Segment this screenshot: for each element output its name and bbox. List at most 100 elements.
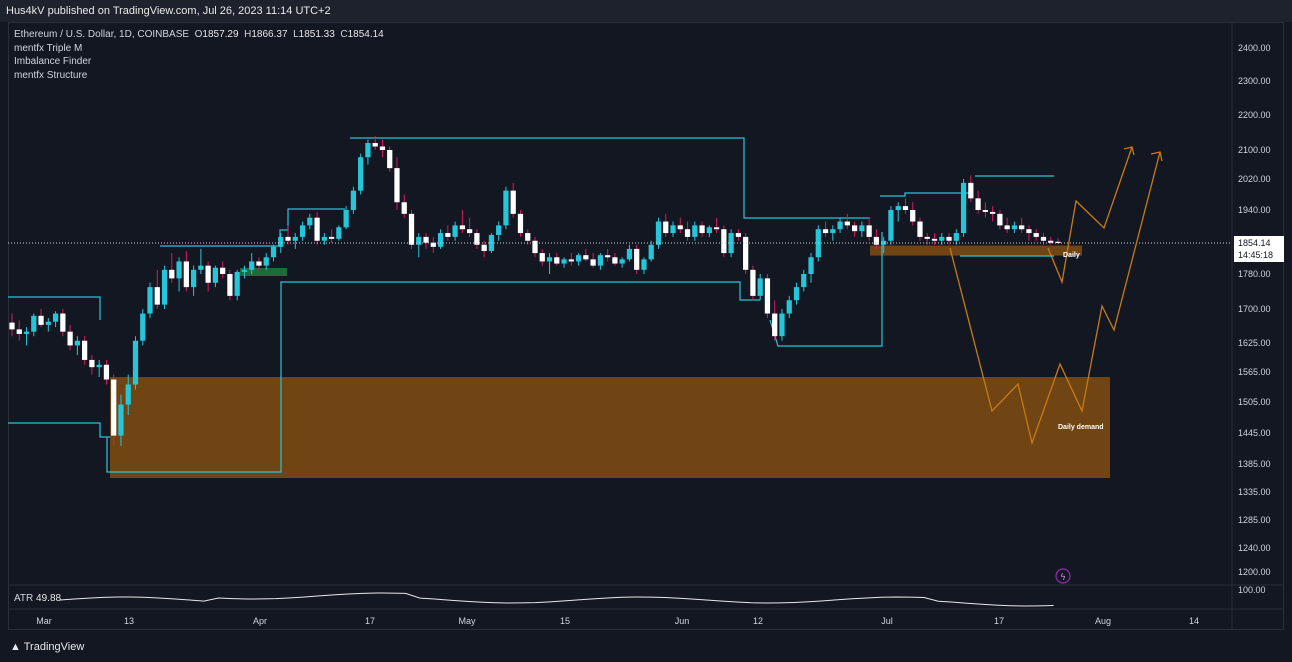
daily-demand-label: Daily demand [1058,424,1104,431]
top-bar: Hus4kV published on TradingView.com, Jul… [0,0,1292,22]
candle-body [931,238,938,241]
open-label: O [194,29,203,40]
candle-body [612,257,618,264]
candle-body [568,259,574,262]
last-price-label: 1854.14 [1238,238,1271,248]
candle-body [336,227,342,239]
candle-body [1048,240,1054,243]
x-tick-label: 17 [994,616,1004,626]
indicator-triple-m[interactable]: mentfx Triple M [14,42,83,54]
candle-body [125,384,131,405]
candle-body [953,233,959,241]
x-tick-label: Apr [253,616,267,626]
candle-body [379,146,386,150]
candle-body [481,244,487,252]
indicator-structure[interactable]: mentfx Structure [14,69,88,81]
candle-body [307,217,313,226]
y-tick-label: 1385.00 [1238,459,1271,469]
low-value: 1851.33 [298,29,335,40]
daily-demand-zone [110,377,1110,478]
open-value: 1857.29 [202,29,239,40]
alert-icon [1055,568,1071,584]
candle-body [670,225,676,234]
y-tick-label: 1200.00 [1238,567,1271,577]
candle-body [750,269,756,296]
candle-body [140,313,146,341]
candle-body [270,246,277,258]
x-tick-label: Aug [1095,616,1111,626]
candle-body [205,265,211,283]
candle-body [154,287,160,305]
x-tick-label: Mar [36,616,52,626]
structure-line [880,192,972,197]
y-tick-label: 1240.00 [1238,543,1271,553]
indicator-imbalance-finder[interactable]: Imbalance Finder [14,56,92,67]
candle-body [111,379,117,436]
y-tick-label: 1335.00 [1238,487,1271,497]
candle-body [38,315,44,325]
candle-body [757,278,763,296]
symbol-name[interactable]: Ethereum / U.S. Dollar, 1D, COINBASE [14,29,190,40]
tradingview-logo[interactable]: ▲ TradingView [10,641,85,653]
y-tick-label: 2020.00 [1238,174,1271,184]
projection-path-short [1047,146,1133,285]
candle-body [169,269,175,279]
candle-body [677,225,683,230]
candle-body [52,313,59,322]
candle-body [45,321,51,325]
candle-body [532,240,538,254]
candle-body [82,340,88,360]
y-tick-label: 1780.00 [1238,269,1271,279]
candle-body [365,143,371,158]
candle-body [103,364,110,380]
projection-arrow [1150,151,1163,162]
candle-body [220,267,226,274]
candle-body [430,242,436,247]
last-price-badge [1234,236,1284,262]
candle-body [321,236,327,241]
candle-body [343,210,349,228]
structure-line [769,232,883,347]
candle-body [837,221,843,230]
candle-body [641,259,647,270]
y-tick-label: 2300.00 [1238,76,1271,86]
candle-body [292,236,298,241]
candle-body [1033,233,1039,237]
candle-body [699,225,705,234]
candle-body [634,248,640,270]
structure-line [8,296,101,320]
candle-body [278,236,284,247]
candle-body [1055,241,1061,243]
candle-body [452,225,458,237]
candle-body [299,225,306,237]
y-tick-label: 2400.00 [1238,43,1271,53]
daily-zone-label: Daily [1063,252,1080,259]
candle-body [786,300,792,314]
y-tick-label: 1940.00 [1238,205,1271,215]
projection-path-long [949,151,1161,446]
candle-body [190,269,197,288]
candle-body [801,274,807,288]
candle-body [132,340,139,385]
daily-zone [870,245,1082,256]
candle-body [554,257,560,264]
candle-body [655,221,662,245]
candle-body [350,190,357,210]
atr-value: 49.88 [36,593,62,604]
candle-body [459,225,465,230]
x-tick-label: 17 [365,616,375,626]
candle-body [328,236,335,239]
atr-legend: ATR 49.88 [14,593,61,604]
candle-body [946,236,952,241]
candle-body [517,213,524,234]
candle-body [9,322,15,330]
candle-body [772,313,778,337]
candle-body [408,213,415,245]
candle-body [227,274,233,296]
y-tick-label: 2200.00 [1238,110,1271,120]
close-label: C [340,29,348,40]
y-tick-label: 1625.00 [1238,338,1271,348]
candle-body [605,255,611,258]
candle-body [830,229,836,234]
